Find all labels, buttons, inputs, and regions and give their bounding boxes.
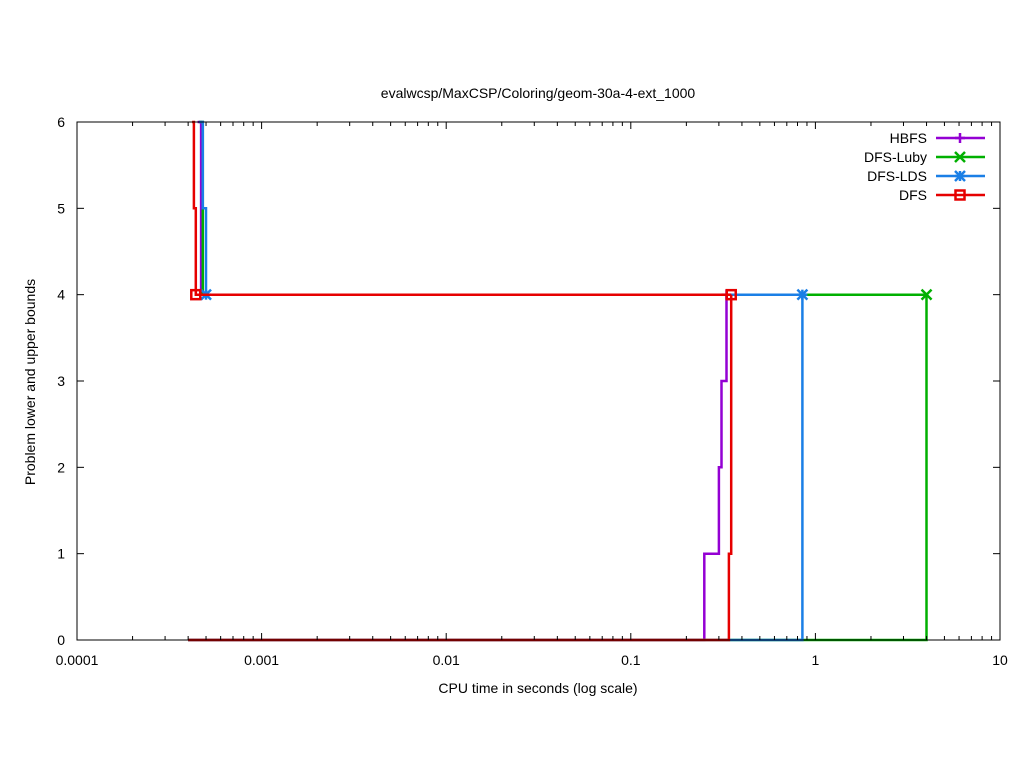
y-tick-label: 4 — [57, 287, 65, 303]
legend-label: DFS — [899, 187, 927, 203]
chart-title: evalwcsp/MaxCSP/Coloring/geom-30a-4-ext_… — [381, 85, 696, 101]
series-dfs-luby-point — [920, 288, 933, 301]
y-tick-label: 1 — [57, 546, 65, 562]
legend-label: DFS-LDS — [867, 168, 927, 184]
x-tick-label: 0.001 — [244, 652, 279, 668]
y-tick-label: 3 — [57, 373, 65, 389]
y-tick-label: 0 — [57, 632, 65, 648]
y-tick-label: 6 — [57, 114, 65, 130]
y-tick-label: 5 — [57, 200, 65, 216]
x-axis-label: CPU time in seconds (log scale) — [438, 680, 637, 696]
y-axis-label: Problem lower and upper bounds — [22, 279, 38, 485]
legend-item-dfs: DFS — [899, 187, 985, 203]
legend-item-hbfs: HBFS — [890, 130, 985, 146]
axis-layer: 0.0001 0.001 0.01 0.1 1 10 0 1 2 3 4 5 6 — [56, 114, 1008, 668]
y-tick-label: 2 — [57, 459, 65, 475]
legend-marker — [954, 189, 966, 201]
series-dfs-lds-point — [796, 288, 809, 301]
x-tick-label: 1 — [812, 652, 820, 668]
legend-label: DFS-Luby — [864, 149, 927, 165]
x-tick-label: 0.1 — [621, 652, 641, 668]
x-tick-label: 0.0001 — [56, 652, 99, 668]
legend-label: HBFS — [890, 130, 927, 146]
series-dfs-point — [725, 288, 737, 301]
legend-marker — [954, 170, 966, 182]
legend-marker — [955, 133, 965, 143]
legend-item-dfs-luby: DFS-Luby — [864, 149, 985, 165]
legend-item-dfs-lds: DFS-LDS — [867, 168, 985, 184]
legend: HBFS DFS-Luby DFS-LDS DFS — [864, 130, 985, 203]
series-dfs-point — [190, 288, 202, 301]
series-hbfs-lower-bound-line — [188, 294, 728, 642]
x-tick-label: 0.01 — [433, 652, 460, 668]
x-tick-label: 10 — [992, 652, 1008, 668]
legend-marker — [954, 151, 966, 163]
